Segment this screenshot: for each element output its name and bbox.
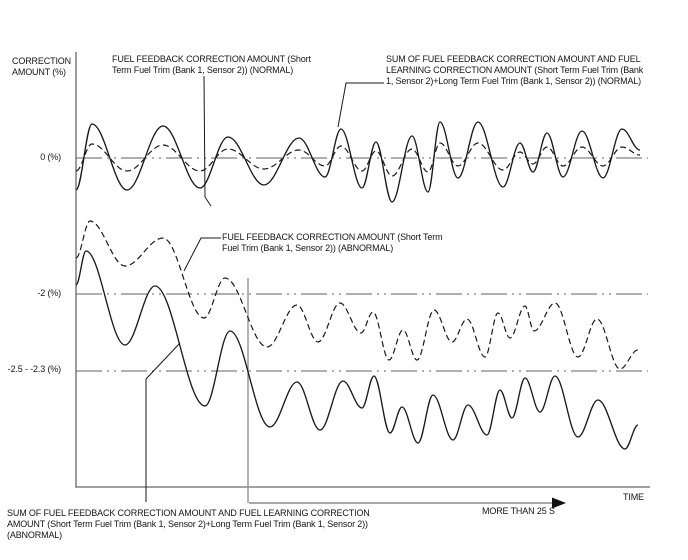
annotation-abnormal-stft: FUEL FEEDBACK CORRECTION AMOUNT (Short T… [222, 232, 443, 253]
tick-label-zero: 0 (%) [40, 152, 61, 162]
reference-lines-group [76, 157, 648, 372]
y-axis-label: CORRECTION AMOUNT (%) [12, 56, 71, 77]
curves-group [75, 121, 641, 450]
leader-abnormal-sum [145, 342, 181, 502]
curve-stft-correction-normal [75, 142, 641, 177]
annotation-normal-stft: FUEL FEEDBACK CORRECTION AMOUNT (Short T… [112, 54, 311, 75]
leader-normal-sum [337, 82, 384, 128]
duration-label: MORE THAN 25 S [482, 506, 555, 516]
curve-sum-correction-abnormal [75, 250, 639, 450]
arrowhead-icon [552, 497, 566, 509]
annotation-normal-sum: SUM OF FUEL FEEDBACK CORRECTION AMOUNT A… [386, 54, 644, 86]
tick-label-minus-two: -2 (%) [37, 288, 61, 298]
annotation-abnormal-sum: SUM OF FUEL FEEDBACK CORRECTION AMOUNT A… [7, 508, 370, 540]
curve-sum-correction-normal [75, 121, 641, 203]
x-axis-label: TIME [623, 492, 644, 502]
curve-stft-correction-abnormal [75, 220, 639, 370]
tick-label-minus-two-five: -2.5 - -2.3 (%) [7, 364, 61, 374]
leader-normal-stft [203, 75, 212, 207]
leader-abnormal-stft [183, 237, 221, 272]
